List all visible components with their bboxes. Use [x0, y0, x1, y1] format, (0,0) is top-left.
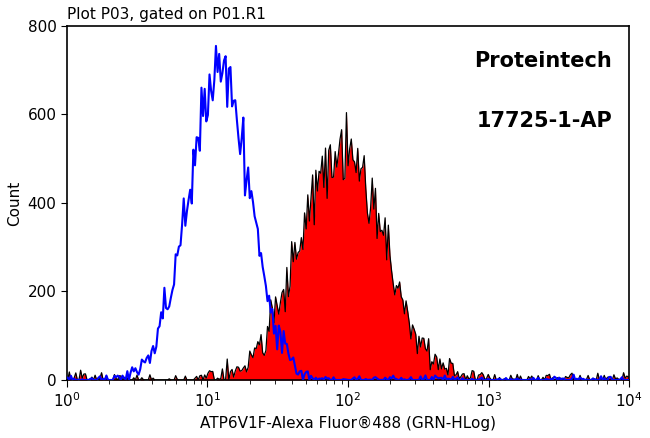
- Y-axis label: Count: Count: [7, 180, 22, 226]
- X-axis label: ATP6V1F-Alexa Fluor®488 (GRN-HLog): ATP6V1F-Alexa Fluor®488 (GRN-HLog): [200, 416, 496, 431]
- Text: 17725-1-AP: 17725-1-AP: [476, 111, 612, 131]
- Text: Plot P03, gated on P01.R1: Plot P03, gated on P01.R1: [67, 7, 266, 22]
- Text: Proteintech: Proteintech: [474, 51, 612, 71]
